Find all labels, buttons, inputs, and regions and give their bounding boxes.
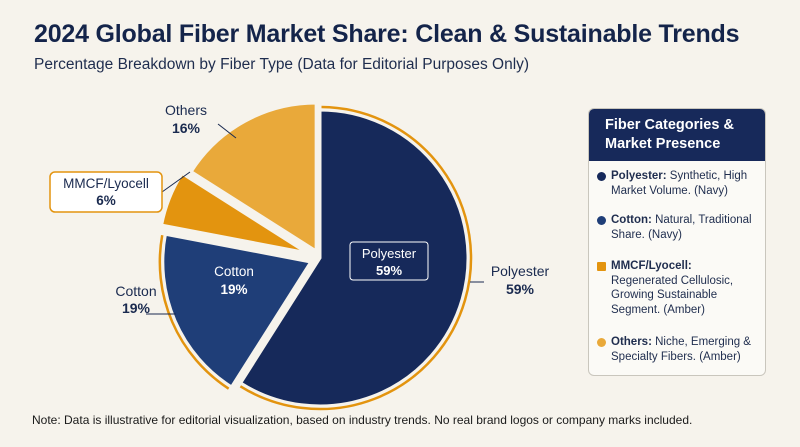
leader-line-others: [217, 123, 237, 139]
legend-swatch-mmcf: [597, 262, 606, 271]
legend-item-cotton: Cotton: Natural, Traditional Share. (Nav…: [597, 213, 761, 242]
outside-label-others-value: 16%: [172, 120, 201, 136]
slice-label-polyester-value: 59%: [376, 263, 402, 278]
outside-label-polyester-value: 59%: [506, 281, 535, 297]
leader-line-mmcf: [161, 171, 191, 193]
slice-label-polyester-name: Polyester: [362, 246, 417, 261]
legend-desc: Synthetic, High Market Volume. (Navy): [611, 170, 748, 197]
legend-desc: Regenerated Cellulosic, Growing Sustaina…: [611, 274, 734, 316]
slice-outline-mmcf: [157, 172, 180, 224]
legend-desc: Niche, Emerging & Specialty Fibers. (Amb…: [611, 336, 751, 363]
pie-slice-polyester: [238, 108, 470, 408]
mmcf-label-box: [49, 171, 163, 213]
legend-title: Fiber Categories & Market Presence: [589, 109, 765, 161]
slice-label-cotton-value: 19%: [220, 282, 247, 297]
legend-item-polyester: Polyester: Synthetic, High Market Volume…: [597, 169, 761, 198]
outside-label-mmcf-value: 6%: [96, 193, 116, 208]
legend-name: Cotton:: [611, 214, 652, 226]
chart-title: 2024 Global Fiber Market Share: Clean & …: [34, 20, 740, 48]
legend-name: Polyester:: [611, 170, 667, 182]
outside-label-others-name: Others: [165, 102, 207, 118]
footnote: Note: Data is illustrative for editorial…: [32, 413, 693, 427]
legend-swatch-polyester: [597, 172, 606, 181]
slice-outline-others: [188, 98, 315, 170]
legend-item-mmcf: MMCF/Lyocell: Regenerated Cellulosic, Gr…: [597, 259, 761, 317]
legend-desc: Natural, Traditional Share. (Navy): [611, 214, 752, 241]
legend: Fiber Categories & Market Presence Polye…: [588, 108, 766, 376]
pie-slice-mmcf: [159, 171, 308, 255]
legend-swatch-others: [597, 338, 606, 347]
outside-label-mmcf-name: MMCF/Lyocell: [63, 176, 149, 191]
pie-slice-cotton: [161, 232, 314, 390]
polyester-inside-label-box: [349, 241, 429, 281]
outside-label-cotton-name: Cotton: [115, 283, 156, 299]
legend-item-others: Others: Niche, Emerging & Specialty Fibe…: [597, 335, 761, 364]
slice-outline-cotton: [158, 234, 230, 390]
legend-swatch-cotton: [597, 216, 606, 225]
slice-outline-polyester: [239, 105, 473, 411]
legend-name: MMCF/Lyocell:: [611, 260, 692, 272]
outside-label-cotton-value: 19%: [122, 300, 151, 316]
legend-name: Others:: [611, 336, 652, 348]
pie-slice-others: [189, 101, 318, 254]
slice-label-cotton-name: Cotton: [214, 264, 254, 279]
outside-label-polyester-name: Polyester: [491, 263, 550, 279]
chart-subtitle: Percentage Breakdown by Fiber Type (Data…: [34, 56, 530, 73]
